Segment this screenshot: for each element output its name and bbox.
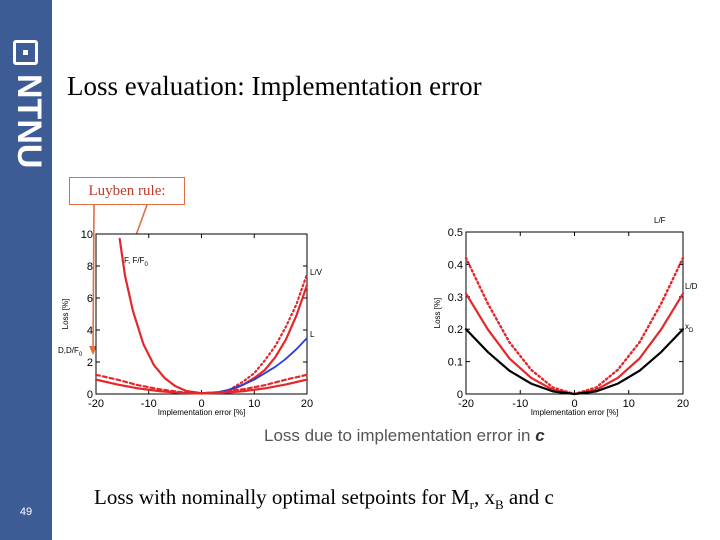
logo-text-label: NTNU: [10, 74, 46, 168]
y-tick-label: 0.1: [448, 357, 463, 369]
bottom-text-part1: Loss with nominally optimal setpoints fo…: [94, 485, 470, 509]
bottom-text-part3: and c: [503, 485, 554, 509]
page-number: 49: [19, 506, 33, 518]
bottom-text-sub1: r: [469, 497, 474, 513]
caption-variable: c: [535, 426, 545, 445]
y-tick-label: 4: [87, 325, 93, 337]
series-label-0: L/F: [654, 216, 666, 225]
x-tick-label: -10: [512, 398, 528, 410]
x-tick-label: 0: [571, 398, 577, 410]
x-tick-label: -10: [141, 398, 157, 410]
chart-caption: Loss due to implementation error in c: [264, 426, 545, 446]
plot-frame: [95, 233, 308, 395]
x-tick-label: -20: [88, 398, 104, 410]
arrow-line: [92, 205, 95, 351]
y-tick-label: 0.2: [448, 324, 463, 336]
series-label-2: xD: [685, 322, 694, 334]
bottom-text: Loss with nominally optimal setpoints fo…: [94, 485, 554, 513]
x-tick-label: -20: [458, 398, 474, 410]
bottom-text-part2: , x: [474, 485, 495, 509]
logo-text: NTNU: [10, 74, 46, 168]
y-axis-label: Loss [%]: [433, 298, 442, 329]
x-tick-label: 20: [301, 398, 313, 410]
ntnu-logo-icon: [13, 40, 38, 65]
y-tick-label: 0.5: [448, 227, 463, 239]
x-tick-label: 20: [677, 398, 689, 410]
series-line-2: [464, 328, 685, 396]
y-tick-label: 8: [87, 261, 93, 273]
bottom-text-sub2: B: [495, 497, 504, 513]
arrow-head: [89, 346, 97, 355]
luyben-annotation: Luyben rule:: [69, 177, 185, 205]
series-label-1: L/V: [310, 268, 323, 277]
x-tick-label: 10: [623, 398, 635, 410]
series-label-3: D,D/F0: [58, 346, 83, 358]
series-label-1: L/D: [685, 282, 698, 291]
series-line-2: [216, 337, 308, 394]
sidebar: NTNU 49: [0, 0, 52, 540]
y-tick-label: 0.4: [448, 259, 463, 271]
x-tick-label: 0: [198, 398, 204, 410]
plot-frame: [465, 231, 684, 395]
y-tick-label: 0.3: [448, 292, 463, 304]
x-tick-label: 10: [248, 398, 260, 410]
y-tick-label: 10: [81, 229, 93, 241]
x-axis-label: Implementation error [%]: [158, 408, 246, 417]
series-label-2: L: [310, 330, 315, 339]
caption-text: Loss due to implementation error in: [264, 426, 531, 445]
y-tick-label: 6: [87, 293, 93, 305]
x-axis-label: Implementation error [%]: [531, 408, 619, 417]
series-line-1: [232, 272, 309, 389]
chart-right: -20 -10 0 10 20 0 0.1 0.2 0.3 0.4 0.5 Implementatio…: [433, 216, 698, 417]
y-tick-label: 0: [457, 389, 463, 401]
y-tick-label: 0: [87, 389, 93, 401]
y-tick-label: 2: [87, 357, 93, 369]
series-line-4: [94, 378, 309, 395]
y-axis-label: Loss [%]: [61, 299, 70, 330]
slide-title: Loss evaluation: Implementation error: [67, 71, 482, 101]
